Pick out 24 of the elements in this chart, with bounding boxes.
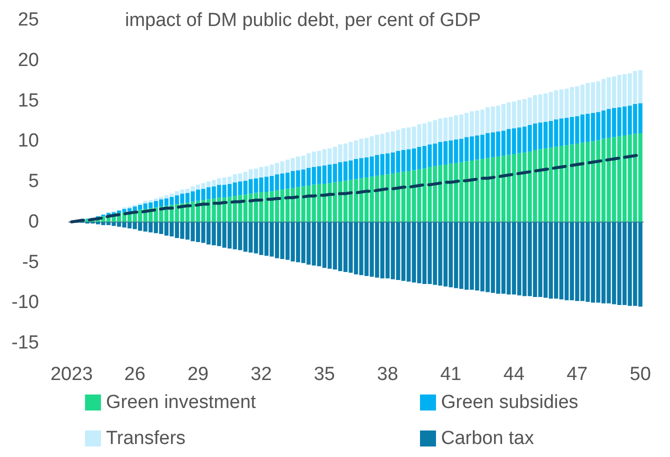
x-tick-label: 38 <box>377 364 398 385</box>
y-tick-label: 15 <box>18 90 39 112</box>
x-tick-label: 26 <box>124 364 146 385</box>
legend-label: Carbon tax <box>441 428 534 449</box>
y-tick-label: -10 <box>12 292 39 314</box>
y-tick-label: -5 <box>22 252 39 273</box>
x-tick-label: 35 <box>314 364 335 385</box>
x-tick-label: 2023 <box>50 364 93 385</box>
chart-title: impact of DM public debt, per cent of GDP <box>125 10 481 31</box>
legend-label: Green investment <box>106 392 257 413</box>
y-tick-label: 5 <box>28 171 39 192</box>
y-tick-label: 10 <box>18 130 39 152</box>
y-tick-label: -15 <box>12 332 39 354</box>
y-tick-label: 20 <box>18 50 39 71</box>
y-tick-label: 0 <box>28 211 39 232</box>
x-tick-label: 50 <box>630 364 651 385</box>
y-tick-label: 25 <box>18 10 39 30</box>
x-tick-label: 44 <box>503 364 525 385</box>
legend-label: Green subsidies <box>441 392 578 413</box>
x-tick-label: 29 <box>187 364 209 385</box>
legend-label: Transfers <box>106 428 186 449</box>
x-tick-label: 47 <box>566 364 588 385</box>
x-tick-label: 32 <box>250 364 272 385</box>
x-tick-label: 41 <box>440 364 462 385</box>
